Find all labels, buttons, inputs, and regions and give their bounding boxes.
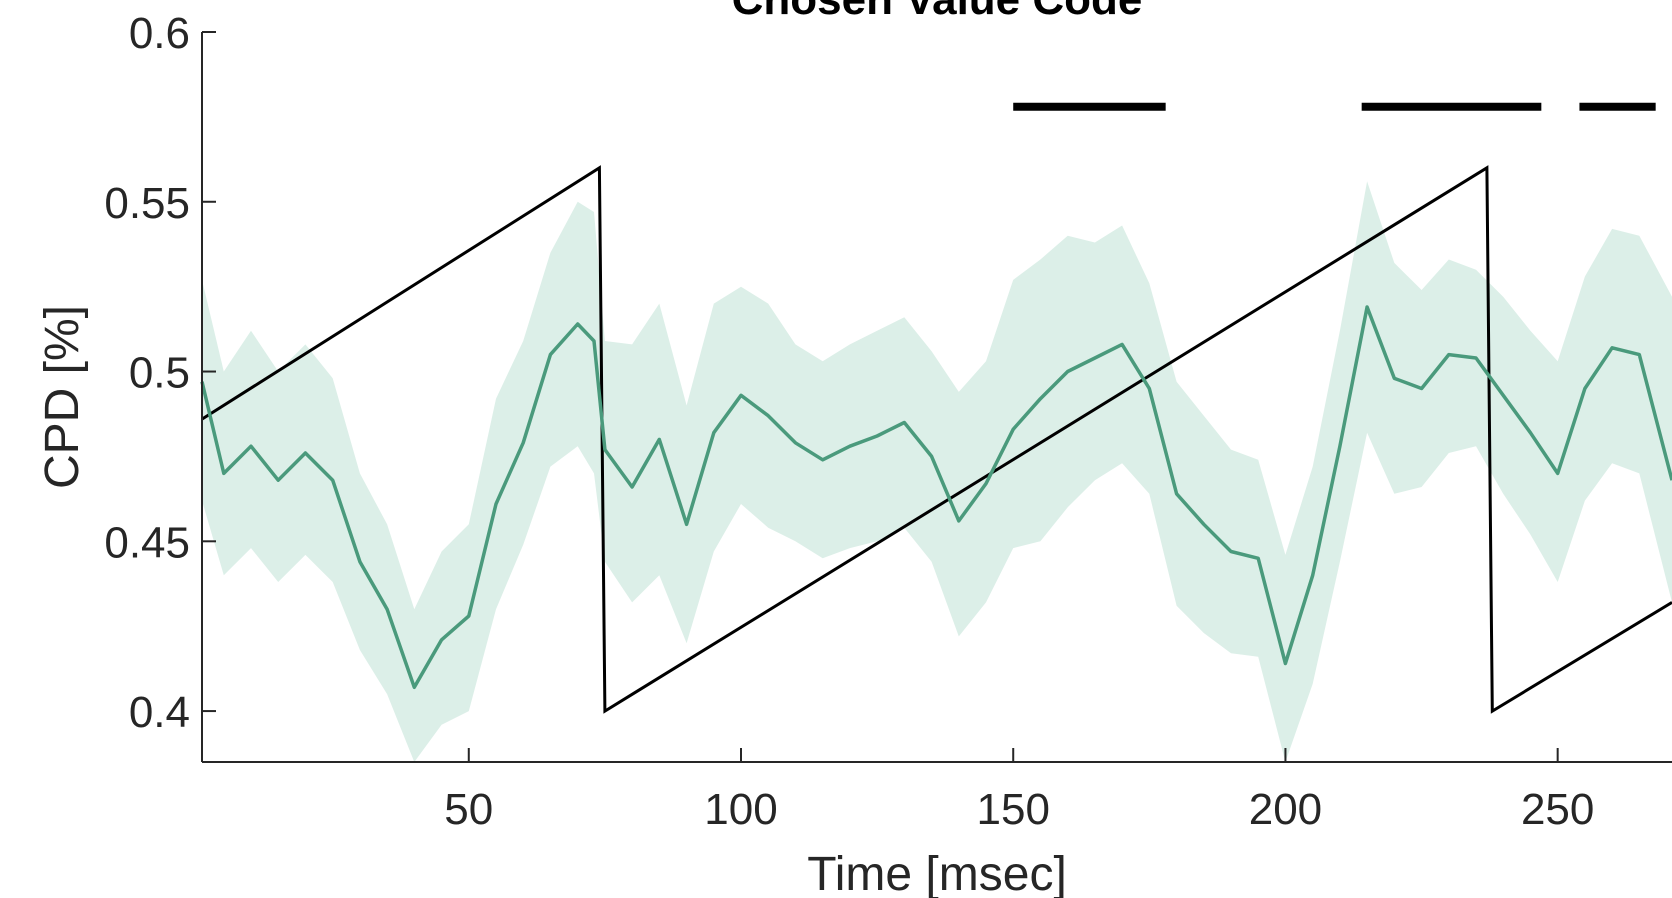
cpd-mean-line — [200, 305, 1672, 690]
x-tick-label: 200 — [1249, 785, 1322, 834]
x-tick-label: 250 — [1521, 785, 1594, 834]
y-tick-label: 0.55 — [104, 179, 190, 228]
x-tick-label: 100 — [704, 785, 777, 834]
y-tick-label: 0.4 — [129, 688, 190, 737]
chart-title: Chosen Value Code — [732, 0, 1143, 24]
plot-area — [200, 102, 1672, 762]
y-ticks: 0.4 0.45 0.5 0.55 0.6 — [104, 9, 216, 737]
x-tick-label: 50 — [444, 785, 493, 834]
x-ticks: 50 100 150 200 250 — [444, 748, 1594, 834]
y-tick-label: 0.5 — [129, 349, 190, 398]
reference-sawtooth-line — [201, 165, 1672, 714]
y-tick-label: 0.6 — [129, 9, 190, 58]
x-tick-label: 150 — [977, 785, 1050, 834]
x-axis-label: Time [msec] — [807, 848, 1067, 898]
y-tick-label: 0.45 — [104, 518, 190, 567]
axes: 50 100 150 200 250 0.4 0.45 0.5 0.55 0.6 — [104, 9, 1672, 834]
y-axis-label: CPD [%] — [36, 305, 89, 489]
